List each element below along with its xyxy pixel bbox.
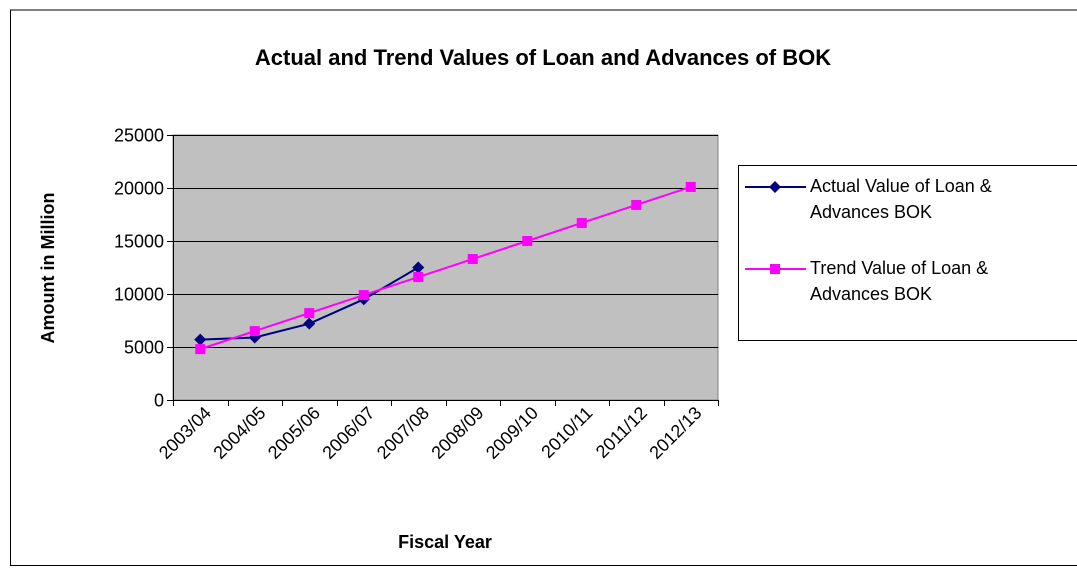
series-line [199, 185, 692, 351]
marker [195, 344, 206, 355]
x-tick-label: 2006/07 [318, 403, 378, 463]
y-tick-label: 5000 [124, 338, 164, 358]
legend-item: Actual Value of Loan & Advances BOK [810, 176, 992, 222]
x-tick-label: 2003/04 [155, 403, 215, 463]
y-tick-label: 10000 [114, 285, 164, 305]
marker [303, 317, 316, 330]
x-tick-label: 2011/12 [592, 403, 651, 462]
chart-border [10, 9, 1077, 566]
y-tick-label: 15000 [114, 232, 164, 252]
y-tick-label: 25000 [114, 126, 164, 146]
x-tick-label: 2007/08 [373, 403, 433, 463]
marker [194, 333, 207, 346]
marker [576, 217, 587, 228]
marker [685, 181, 696, 192]
marker [631, 199, 642, 210]
legend [738, 165, 1077, 341]
legend-label: Trend Value of Loan & Advances BOK [810, 258, 989, 304]
y-axis-title: Amount in Million [38, 193, 58, 344]
y-tick-label: 0 [154, 391, 164, 411]
marker [249, 326, 260, 337]
legend-marker [769, 181, 781, 193]
x-tick-label: 2004/05 [209, 403, 269, 463]
legend-item: Trend Value of Loan & Advances BOK [810, 258, 989, 304]
legend-marker [770, 264, 780, 274]
marker [522, 236, 533, 246]
marker [358, 290, 369, 301]
x-axis-title: Fiscal Year [398, 532, 492, 552]
x-tick-label: 2005/06 [264, 403, 324, 463]
marker [413, 272, 424, 283]
x-tick-label: 2008/09 [427, 403, 487, 463]
x-tick-label: 2009/10 [482, 403, 542, 463]
marker [304, 308, 315, 319]
legend-label: Actual Value of Loan & Advances BOK [810, 176, 992, 222]
marker [412, 261, 425, 274]
y-tick-label: 20000 [114, 179, 164, 199]
x-tick-label: 2010/11 [537, 403, 596, 462]
marker [467, 254, 478, 265]
x-tick-label: 2012/13 [645, 403, 705, 463]
chart-title: Actual and Trend Values of Loan and Adva… [255, 45, 831, 70]
